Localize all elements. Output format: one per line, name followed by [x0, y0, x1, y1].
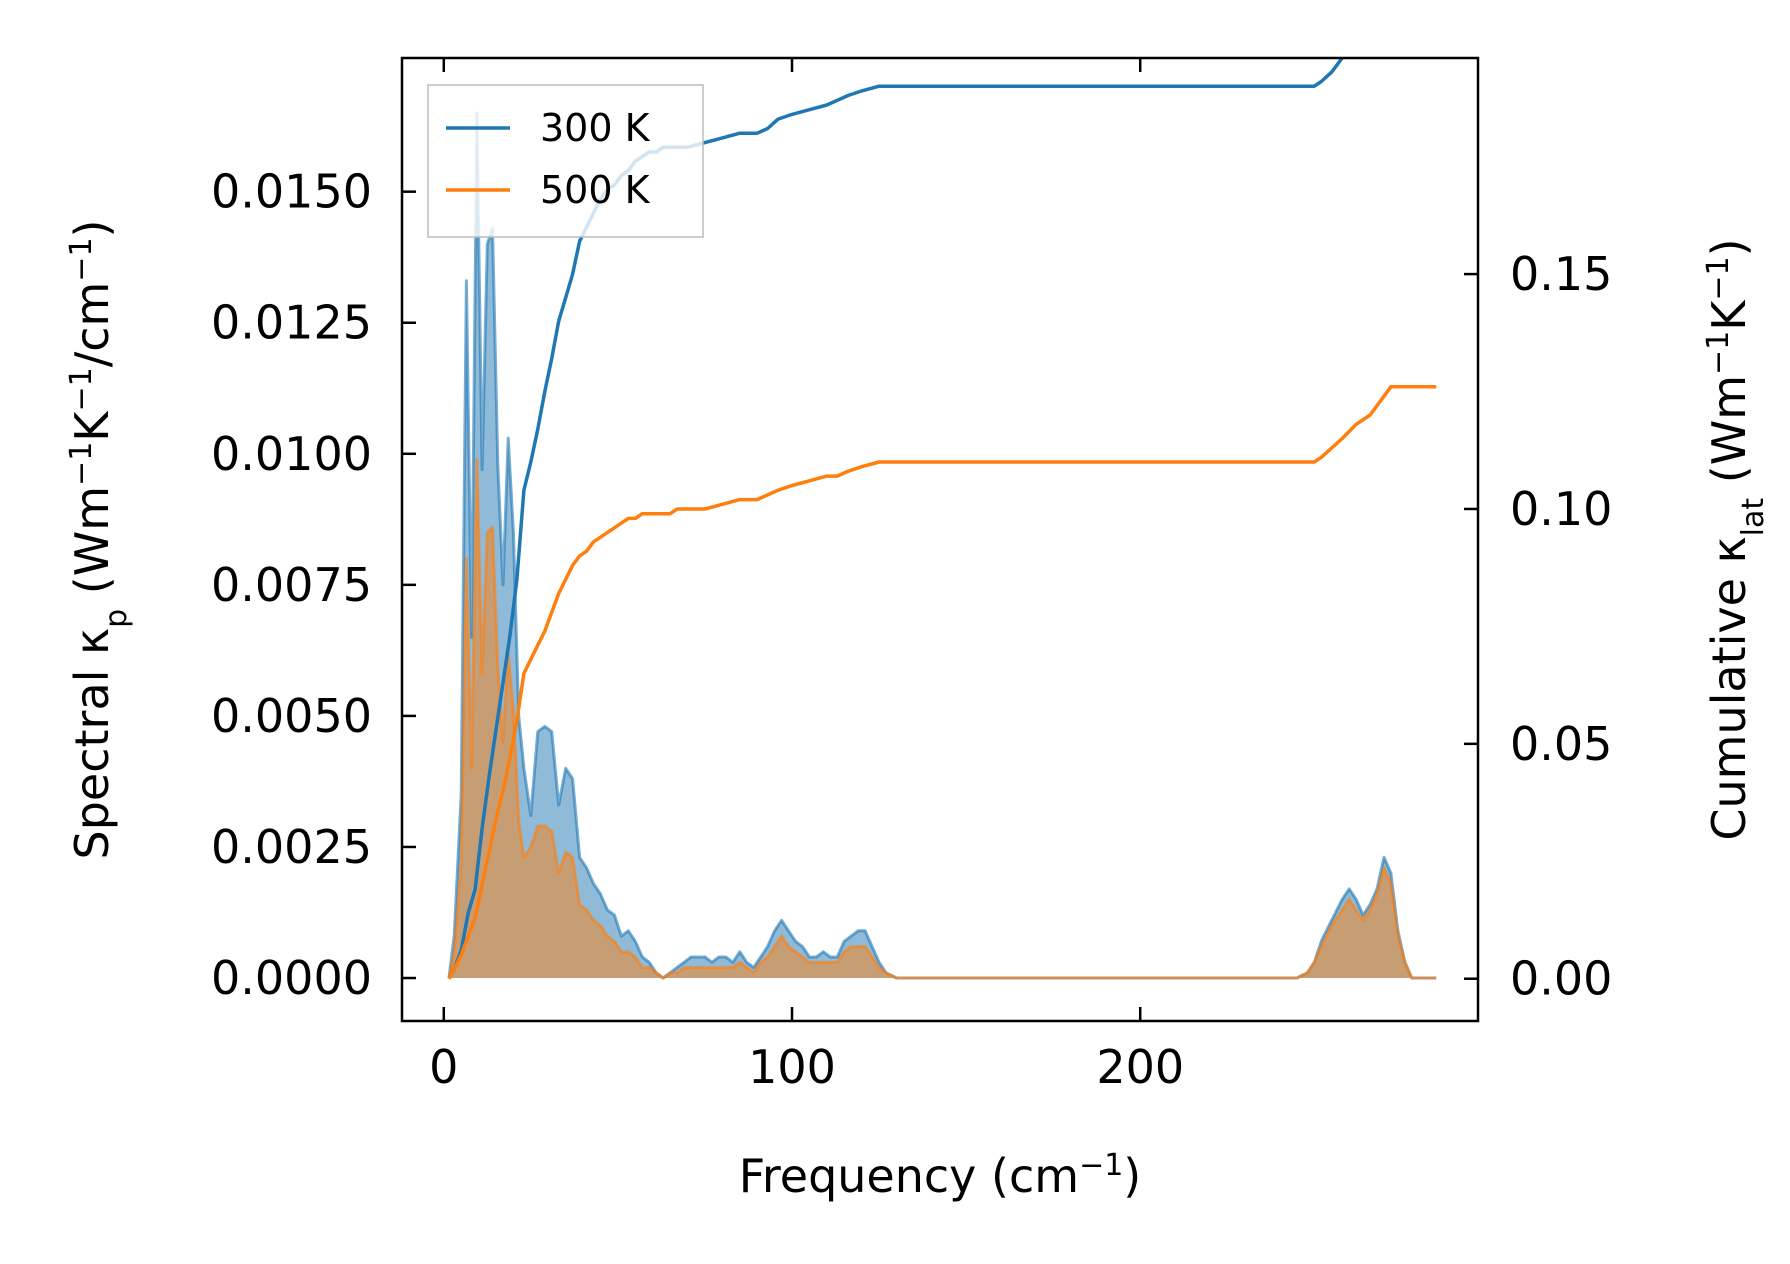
- y-left-tick-label: 0.0075: [211, 558, 372, 612]
- ticks-layer: 0 100 200 0.0000 0.0025 0.0050 0.0075 0.0100 0.0…: [211, 58, 1612, 1094]
- y-left-tick-label: 0.0125: [211, 296, 372, 350]
- spectral-line-500k: [447, 457, 1437, 980]
- labels-layer: Frequency (cm−1) Spectral κp (Wm−1K−1/cm−…: [64, 220, 1771, 1204]
- x-tick-label: 0: [429, 1040, 458, 1094]
- y-right-tick-label: 0.15: [1510, 247, 1612, 301]
- y-left-tick-label: 0.0100: [211, 427, 372, 481]
- y-right-tick-label: 0.05: [1510, 717, 1612, 771]
- legend: 300 K 500 K: [427, 84, 704, 238]
- y-left-axis-title: Spectral κp (Wm−1K−1/cm−1): [64, 220, 134, 860]
- x-tick-label: 200: [1096, 1040, 1184, 1094]
- y-right-tick-label: 0.10: [1510, 482, 1612, 536]
- y-left-tick-label: 0.0150: [211, 165, 372, 219]
- spectral-fill-500k: [449, 459, 1437, 978]
- plot-frame: [400, 56, 1480, 1023]
- y-left-tick-label: 0.0050: [211, 689, 372, 743]
- legend-label-300k: 300 K: [540, 106, 651, 150]
- y-right-axis-title: Cumulative κlat (Wm−1K−1): [1701, 238, 1771, 840]
- legend-box: [427, 84, 704, 238]
- x-tick-label: 100: [748, 1040, 836, 1094]
- y-right-tick-label: 0.00: [1510, 952, 1612, 1006]
- legend-label-500k: 500 K: [540, 168, 651, 212]
- x-axis-title: Frequency (cm−1): [739, 1148, 1142, 1204]
- y-left-tick-label: 0.0025: [211, 820, 372, 874]
- y-left-tick-label: 0.0000: [211, 951, 372, 1005]
- cumulative-line-500k: [447, 385, 1437, 980]
